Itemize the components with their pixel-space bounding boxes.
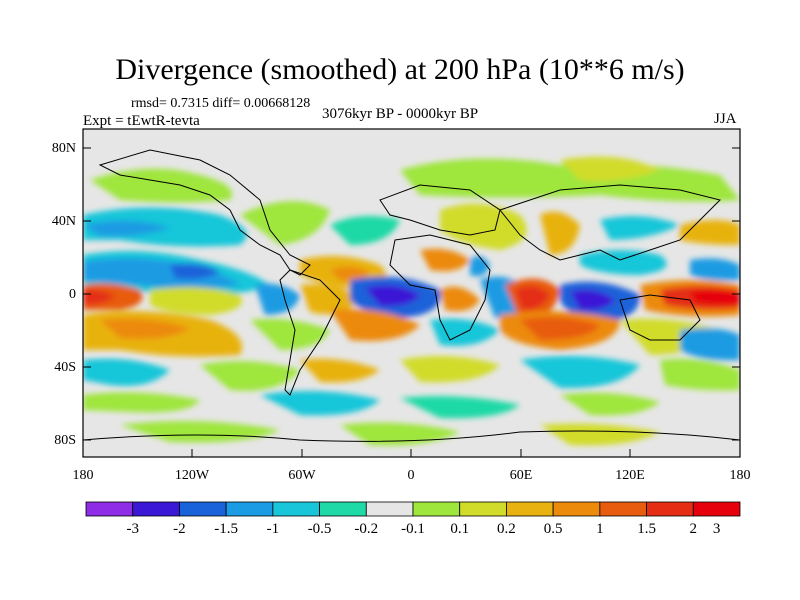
- rmsd-stats: rmsd= 0.7315 diff= 0.00668128: [131, 96, 311, 111]
- colorbar: [85, 501, 741, 517]
- colorbar-label: -0.5: [307, 521, 332, 537]
- colorbar-label: -0.1: [401, 521, 425, 537]
- colorbar-swatch: [365, 501, 414, 517]
- colorbar-label: 3: [712, 521, 721, 537]
- colorbar-label: -3: [126, 521, 139, 537]
- colorbar-swatch: [225, 501, 274, 517]
- lon-tick-0: 0: [407, 468, 415, 483]
- colorbar-swatch: [179, 501, 227, 517]
- colorbar-swatch: [85, 501, 134, 517]
- divergence-field: [83, 129, 740, 457]
- colorbar-label: 1: [596, 521, 604, 537]
- lat-tick-80n: 80N: [51, 141, 76, 156]
- map-title: Divergence (smoothed) at 200 hPa (10**6 …: [115, 53, 685, 86]
- colorbar-swatch: [646, 501, 694, 517]
- lat-tick-0: 0: [69, 287, 76, 302]
- period-label: 3076kyr BP - 0000kyr BP: [322, 106, 479, 122]
- colorbar-swatch: [272, 501, 320, 517]
- colorbar-swatch: [692, 501, 741, 517]
- lon-tick-60w: 60W: [288, 468, 316, 483]
- lon-tick-60e: 60E: [509, 468, 533, 483]
- lat-tick-40s: 40S: [54, 360, 76, 375]
- colorbar-label: -1: [266, 521, 280, 537]
- colorbar-swatch: [506, 501, 554, 517]
- experiment-label: Expt = tEwtR-tevta: [83, 113, 200, 129]
- colorbar-swatch: [132, 501, 180, 517]
- colorbar-swatch: [412, 501, 461, 517]
- colorbar-label: 2: [689, 521, 698, 537]
- colorbar-swatch: [552, 501, 601, 517]
- colorbar-label: 1.5: [637, 521, 656, 537]
- season-label: JJA: [714, 111, 737, 127]
- colorbar-label: 0.5: [543, 521, 563, 537]
- colorbar-label: 0.2: [497, 521, 516, 537]
- coastlines: [83, 149, 740, 442]
- colorbar-swatch: [599, 501, 647, 517]
- lat-tick-80s: 80S: [54, 433, 76, 448]
- colorbar-swatch: [319, 501, 367, 517]
- lon-tick-180w: 180: [72, 468, 94, 483]
- lon-tick-120e: 120E: [615, 468, 645, 483]
- lat-tick-40n: 40N: [51, 214, 76, 229]
- lon-tick-120w: 120W: [174, 468, 210, 483]
- colorbar-label: -2: [173, 521, 186, 537]
- axis-ticks: [82, 147, 741, 457]
- lon-tick-180e: 180: [729, 468, 751, 483]
- colorbar-swatch: [459, 501, 507, 517]
- colorbar-label: -1.5: [214, 521, 239, 537]
- colorbar-label: 0.1: [450, 521, 470, 537]
- colorbar-label: -0.2: [354, 521, 379, 537]
